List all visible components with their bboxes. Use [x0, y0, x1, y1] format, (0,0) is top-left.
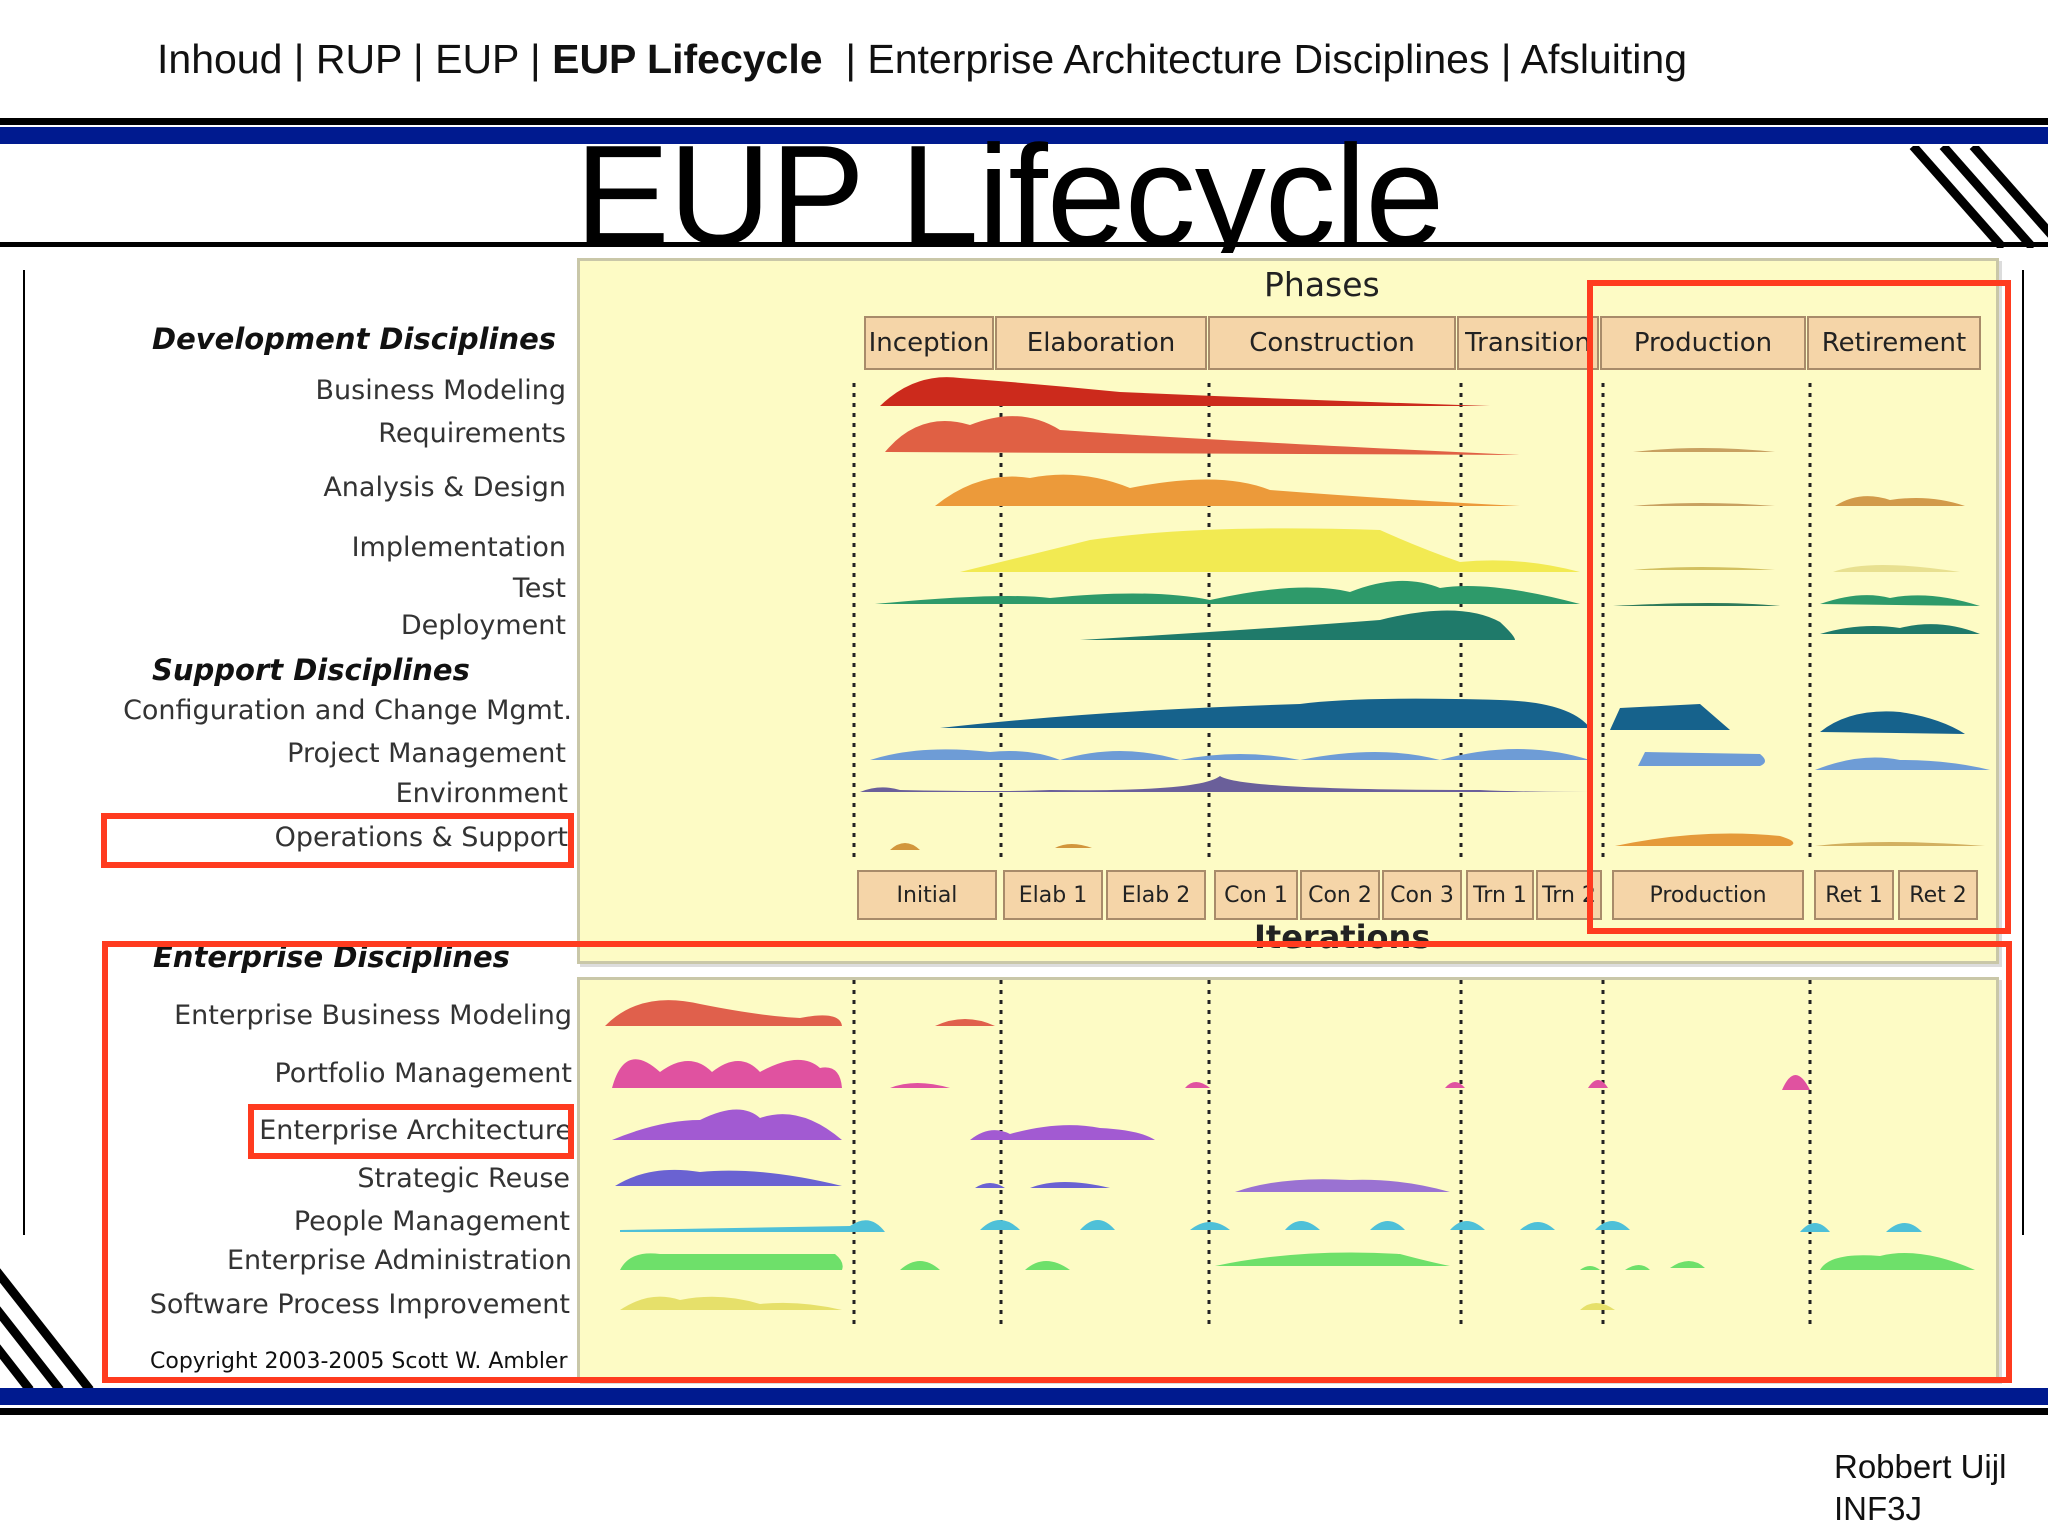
support-heading: Support Disciplines [152, 653, 470, 687]
header-rule-navy [0, 127, 2048, 144]
nav-links-after[interactable]: | Enterprise Architecture Disciplines | … [822, 36, 1687, 82]
phase-elaboration: Elaboration [995, 316, 1207, 370]
corner-stripes-bottom-left [0, 1268, 94, 1390]
nav-links-before[interactable]: Inhoud | RUP | EUP | [157, 36, 553, 82]
phase-construction: Construction [1208, 316, 1456, 370]
label-enterprise-business-modeling: Enterprise Business Modeling [174, 1000, 572, 1031]
label-environment: Environment [395, 778, 568, 809]
label-strategic-reuse: Strategic Reuse [357, 1163, 570, 1194]
label-project-management: Project Management [287, 738, 566, 769]
right-divider [2022, 270, 2024, 1235]
phase-inception: Inception [864, 316, 994, 370]
iteration-ret-1: Ret 1 [1814, 870, 1894, 920]
iteration-con-2: Con 2 [1300, 870, 1380, 920]
label-software-process-improvement: Software Process Improvement [149, 1289, 570, 1320]
label-config-change: Configuration and Change Mgmt. [123, 695, 572, 726]
iteration-production: Production [1612, 870, 1804, 920]
lifecycle-panel-lower [577, 977, 1999, 1381]
phase-production: Production [1600, 316, 1806, 370]
breadcrumb-nav: Inhoud | RUP | EUP | EUP Lifecycle | Ent… [157, 36, 1687, 83]
iterations-title: Iterations [1254, 918, 1431, 954]
discipline-labels: Development Disciplines Business Modelin… [123, 0, 572, 1536]
iteration-con-1: Con 1 [1214, 870, 1298, 920]
copyright: Copyright 2003-2005 Scott W. Ambler [150, 1349, 568, 1374]
footer-class: INF3J [1834, 1490, 1923, 1527]
footer-author: Robbert Uijl [1834, 1448, 2007, 1485]
highlight-enterprise-disciplines [102, 941, 2012, 1383]
highlight-enterprise-architecture [248, 1104, 574, 1159]
footer-rule-navy [0, 1388, 2048, 1405]
label-operations-support: Operations & Support [274, 822, 568, 853]
iteration-elab-1: Elab 1 [1003, 870, 1103, 920]
label-requirements: Requirements [378, 418, 566, 449]
label-business-modeling: Business Modeling [315, 375, 566, 406]
left-divider [23, 270, 25, 1235]
label-implementation: Implementation [351, 532, 566, 563]
iteration-initial: Initial [857, 870, 997, 920]
development-heading: Development Disciplines [152, 322, 557, 356]
label-enterprise-administration: Enterprise Administration [226, 1245, 572, 1276]
label-people-management: People Management [293, 1206, 570, 1237]
title-underline [0, 242, 2048, 247]
phases-title: Phases [1264, 265, 1380, 304]
iteration-con-3: Con 3 [1382, 870, 1462, 920]
lifecycle-panel-upper [577, 258, 1999, 964]
iteration-elab-2: Elab 2 [1106, 870, 1206, 920]
footer-rule-black [0, 1408, 2048, 1415]
iteration-ret-2: Ret 2 [1898, 870, 1978, 920]
label-enterprise-architecture: Enterprise Architecture [259, 1115, 572, 1146]
phase-retirement: Retirement [1807, 316, 1981, 370]
iteration-trn-1: Trn 1 [1466, 870, 1534, 920]
label-test: Test [512, 573, 566, 604]
header-rule-black [0, 118, 2048, 125]
phase-transition: Transition [1457, 316, 1599, 370]
label-deployment: Deployment [400, 610, 566, 641]
highlight-production-retirement [1587, 280, 2011, 934]
corner-stripes-top-right [1909, 146, 2048, 248]
highlight-operations-support [101, 813, 574, 868]
label-portfolio-management: Portfolio Management [274, 1058, 572, 1089]
page-title: EUP Lifecycle [575, 125, 1444, 253]
nav-current[interactable]: EUP Lifecycle [552, 36, 823, 82]
label-analysis-design: Analysis & Design [323, 472, 566, 503]
